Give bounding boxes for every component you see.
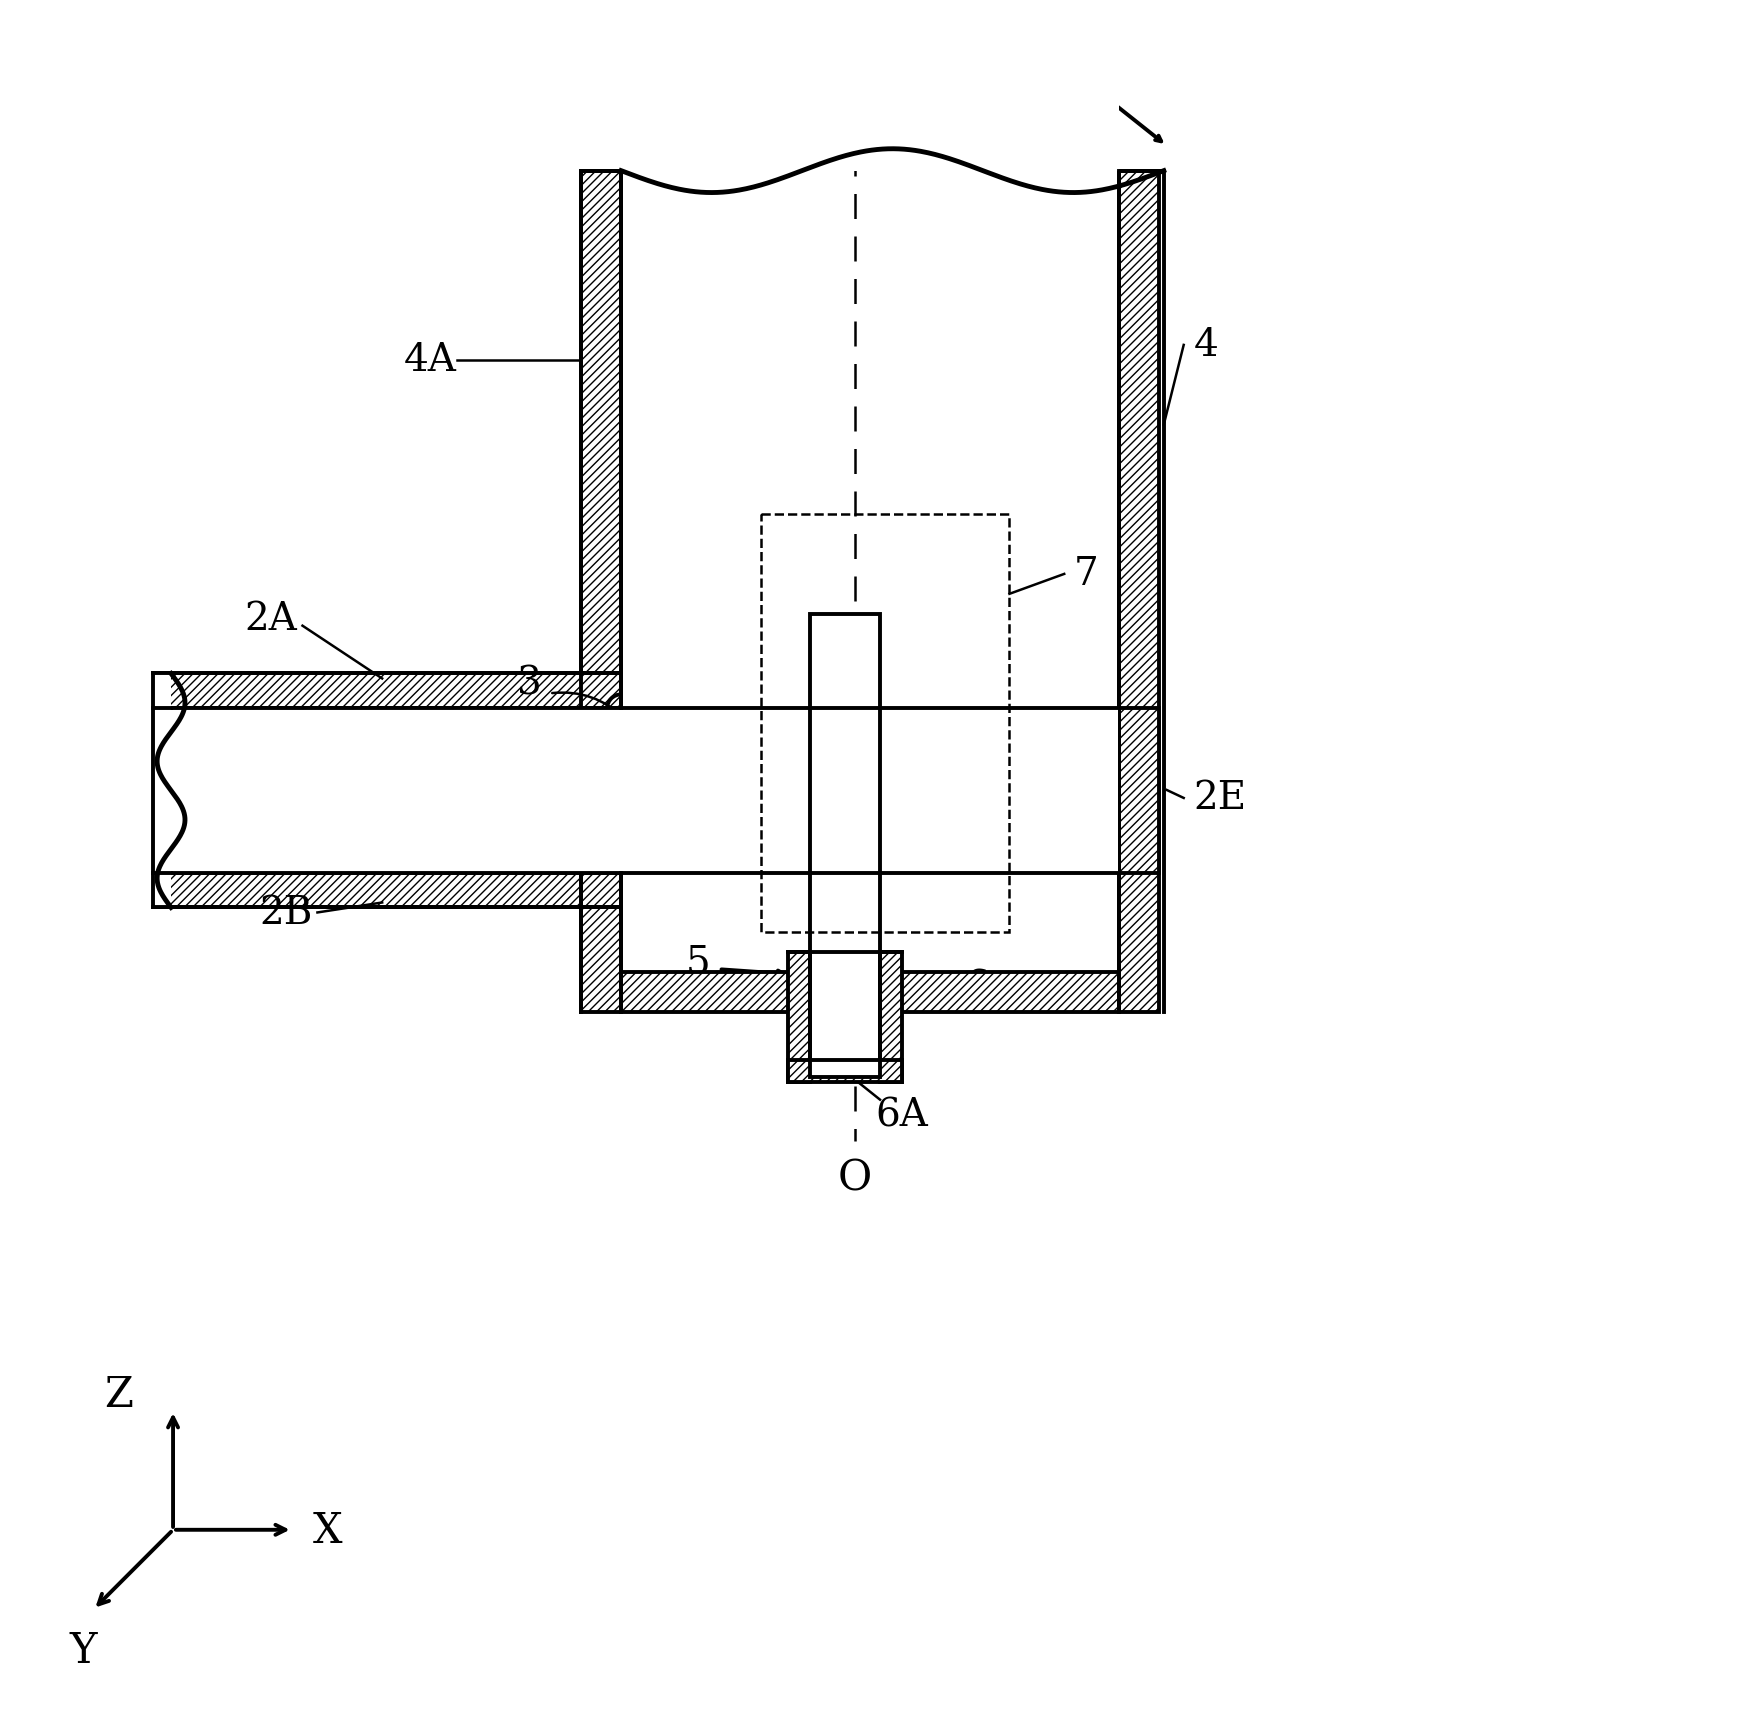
Bar [760, 514, 1009, 932]
Bar [810, 614, 880, 1076]
Bar [789, 1061, 901, 1082]
Text: 3: 3 [517, 665, 542, 703]
Bar [621, 710, 1118, 872]
Text: Y: Y [71, 1630, 97, 1671]
Bar [1118, 710, 1159, 872]
Text: 4: 4 [1194, 327, 1219, 363]
Text: X: X [312, 1508, 342, 1551]
Bar [153, 872, 621, 908]
Bar [582, 171, 621, 1013]
Text: 4A: 4A [404, 343, 457, 379]
Text: 2B: 2B [259, 895, 312, 931]
Bar [173, 710, 621, 872]
Text: 1: 1 [1094, 60, 1118, 98]
Bar [4, 674, 171, 908]
Text: 2A: 2A [245, 602, 298, 638]
Text: 2E: 2E [1194, 780, 1247, 818]
Text: Z: Z [104, 1373, 132, 1416]
Bar [789, 953, 810, 1082]
Bar [153, 674, 621, 710]
Bar [880, 953, 901, 1082]
Text: 7: 7 [1074, 555, 1099, 593]
Text: 5: 5 [686, 944, 711, 980]
Text: 6: 6 [965, 968, 990, 1006]
Bar [582, 710, 623, 872]
Bar [621, 7, 1118, 171]
Bar [621, 972, 810, 1013]
Text: O: O [838, 1157, 871, 1198]
Text: 6A: 6A [875, 1097, 928, 1135]
Text: O: O [838, 10, 871, 51]
Bar [1118, 171, 1159, 1013]
Bar [880, 972, 1118, 1013]
Bar [582, 872, 621, 908]
Text: 2: 2 [178, 746, 203, 782]
